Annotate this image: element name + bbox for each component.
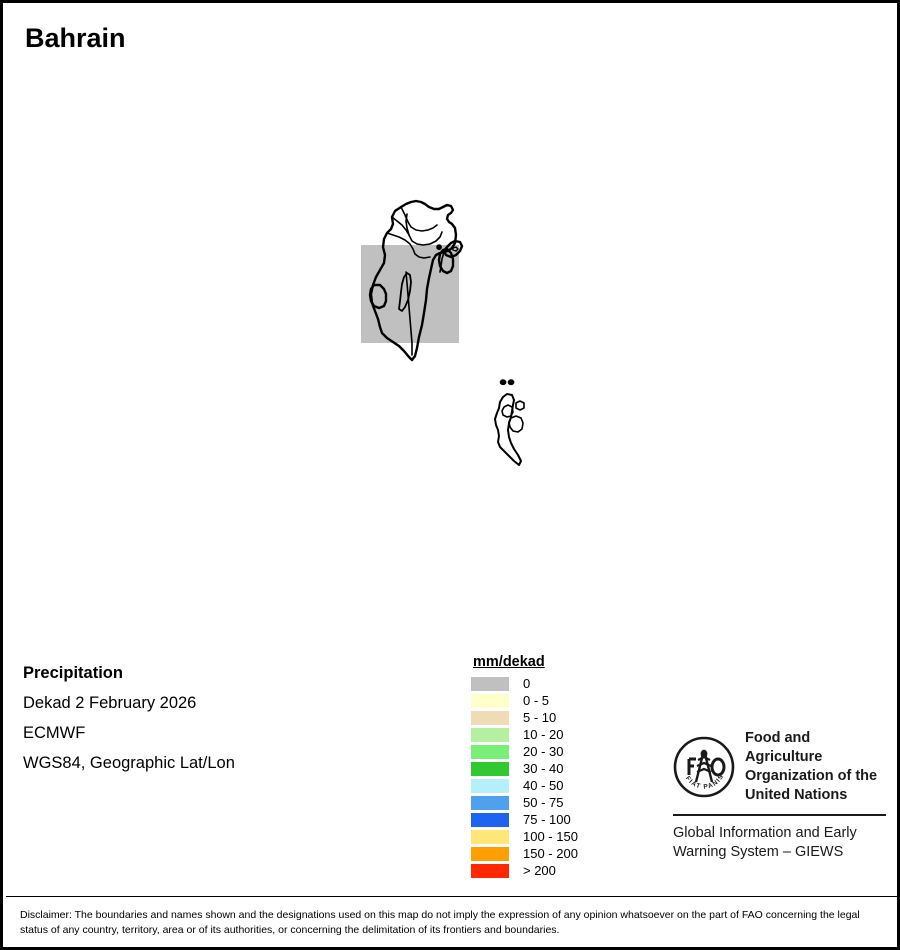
fao-branding: FIAT PANIS Food and Agriculture Organiza… (673, 729, 888, 862)
island-hawar-islet (515, 400, 525, 411)
legend-row: 10 - 20 (471, 726, 578, 743)
country-boundaries (368, 199, 525, 466)
legend-row: 0 (471, 675, 578, 692)
legend-label: 0 - 5 (523, 693, 550, 708)
legend-swatch (471, 829, 509, 844)
page-title: Bahrain (25, 23, 126, 53)
fao-org-line-2: Organization of the (745, 768, 878, 784)
island-main-bahrain (369, 199, 458, 362)
svg-text:FIAT PANIS: FIAT PANIS (684, 773, 726, 791)
legend-label: 10 - 20 (523, 727, 564, 742)
legend-rows: 0 0 - 5 5 - 10 10 - 20 20 - 30 30 - 40 40 - 50… (471, 675, 578, 879)
island-hawar-dot-2 (507, 379, 515, 386)
legend-swatch (471, 693, 509, 708)
boundary-central-spine (405, 271, 413, 356)
legend-swatch (471, 778, 509, 793)
legend: mm/dekad 0 0 - 5 5 - 10 10 - 20 20 - 30 30 - … (471, 654, 578, 879)
legend-row: 20 - 30 (471, 743, 578, 760)
legend-swatch (471, 676, 509, 691)
fao-organization-name: Food and Agriculture Organization of the… (745, 729, 888, 805)
islet-dot-north (436, 244, 442, 251)
inner-lagoon (398, 272, 412, 312)
meta-projection: WGS84, Geographic Lat/Lon (23, 754, 235, 772)
legend-label: 40 - 50 (523, 778, 564, 793)
fao-org-line-1: Food and Agriculture (745, 730, 823, 765)
island-hawar-dot-1 (499, 379, 507, 386)
island-muharraq (437, 247, 455, 275)
islet-northeast-detail (452, 246, 459, 252)
boundary-north-2 (391, 216, 443, 246)
island-hawar-inner-1 (501, 404, 514, 418)
legend-swatch (471, 727, 509, 742)
giews-line-2: Warning System – GIEWS (673, 844, 844, 860)
island-umm-an-nasan (368, 283, 388, 310)
legend-label: 5 - 10 (523, 710, 557, 725)
legend-row: 100 - 150 (471, 828, 578, 845)
legend-row: 50 - 75 (471, 794, 578, 811)
boundary-north-4 (405, 213, 410, 236)
giews-line-1: Global Information and Early (673, 825, 857, 841)
legend-row: > 200 (471, 862, 578, 879)
fao-motto-text: FIAT PANIS (684, 773, 724, 791)
fao-org-line-3: United Nations (745, 787, 848, 803)
legend-row: 0 - 5 (471, 692, 578, 709)
legend-swatch (471, 795, 509, 810)
legend-swatch (471, 846, 509, 861)
legend-row: 5 - 10 (471, 709, 578, 726)
legend-label: 50 - 75 (523, 795, 564, 810)
legend-swatch (471, 761, 509, 776)
legend-label: 75 - 100 (523, 812, 571, 827)
meta-source: ECMWF (23, 724, 86, 742)
legend-label: 150 - 200 (523, 846, 578, 861)
meta-period: Dekad 2 February 2026 (23, 694, 197, 712)
legend-swatch (471, 812, 509, 827)
islet-northeast (442, 239, 464, 259)
fao-divider (673, 814, 886, 816)
legend-label: 100 - 150 (523, 829, 578, 844)
map-canvas[interactable] (3, 63, 897, 643)
legend-label: > 200 (523, 863, 556, 878)
meta-variable: Precipitation (23, 664, 123, 682)
map-metadata: Precipitation Dekad 2 February 2026 ECMW… (23, 658, 443, 778)
legend-row: 75 - 100 (471, 811, 578, 828)
boundary-north-3 (386, 232, 431, 259)
legend-row: 150 - 200 (471, 845, 578, 862)
fao-header: FIAT PANIS Food and Agriculture Organiza… (673, 729, 888, 805)
legend-row: 40 - 50 (471, 777, 578, 794)
legend-label: 30 - 40 (523, 761, 564, 776)
legend-label: 20 - 30 (523, 744, 564, 759)
legend-swatch (471, 863, 509, 878)
fao-logo-icon: FIAT PANIS (673, 736, 735, 798)
legend-title: mm/dekad (473, 654, 545, 670)
legend-label: 0 (523, 676, 531, 691)
giews-label: Global Information and Early Warning Sys… (673, 824, 888, 862)
legend-swatch (471, 744, 509, 759)
disclaimer-divider (6, 896, 900, 897)
disclaimer-text: Disclaimer: The boundaries and names sho… (20, 909, 860, 936)
island-hawar-inner-2 (508, 415, 524, 433)
legend-row: 30 - 40 (471, 760, 578, 777)
legend-swatch (471, 710, 509, 725)
